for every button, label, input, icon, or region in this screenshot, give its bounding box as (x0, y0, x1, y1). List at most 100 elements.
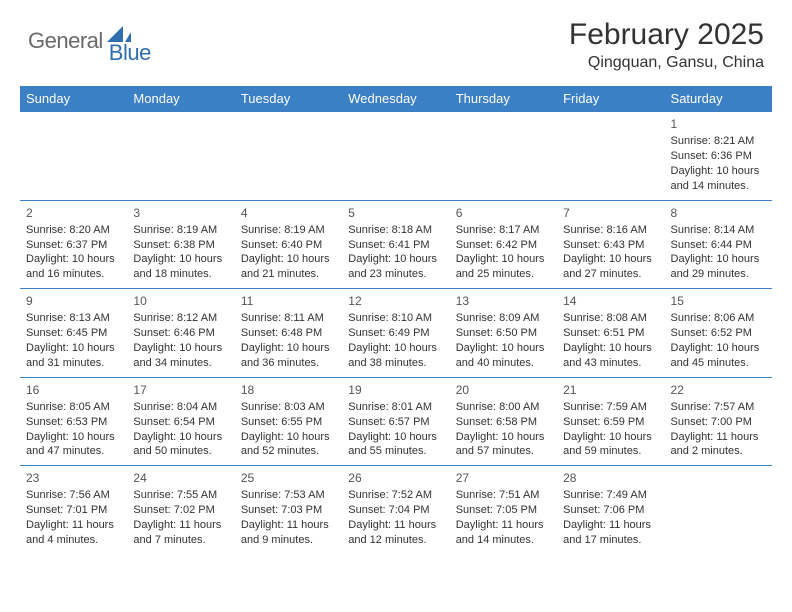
day-number: 16 (26, 382, 121, 398)
sunset-text: Sunset: 6:44 PM (671, 238, 766, 253)
sunrise-text: Sunrise: 7:56 AM (26, 488, 121, 503)
sunrise-text: Sunrise: 7:51 AM (456, 488, 551, 503)
sunrise-text: Sunrise: 7:59 AM (563, 400, 658, 415)
daylight-text: Daylight: 10 hours and 40 minutes. (456, 341, 551, 371)
calendar-day-empty (127, 112, 234, 201)
sunrise-text: Sunrise: 8:11 AM (241, 311, 336, 326)
day-header: Wednesday (342, 86, 449, 112)
sunset-text: Sunset: 6:41 PM (348, 238, 443, 253)
sunset-text: Sunset: 6:50 PM (456, 326, 551, 341)
daylight-text: Daylight: 10 hours and 23 minutes. (348, 252, 443, 282)
calendar-day: 12Sunrise: 8:10 AMSunset: 6:49 PMDayligh… (342, 289, 449, 378)
day-number: 6 (456, 205, 551, 221)
sunrise-text: Sunrise: 8:17 AM (456, 223, 551, 238)
sunrise-text: Sunrise: 8:14 AM (671, 223, 766, 238)
calendar-day: 20Sunrise: 8:00 AMSunset: 6:58 PMDayligh… (450, 377, 557, 466)
sunset-text: Sunset: 6:58 PM (456, 415, 551, 430)
day-number: 12 (348, 293, 443, 309)
calendar-day: 14Sunrise: 8:08 AMSunset: 6:51 PMDayligh… (557, 289, 664, 378)
sunrise-text: Sunrise: 8:16 AM (563, 223, 658, 238)
calendar-day-empty (342, 112, 449, 201)
sunset-text: Sunset: 6:59 PM (563, 415, 658, 430)
calendar-day: 21Sunrise: 7:59 AMSunset: 6:59 PMDayligh… (557, 377, 664, 466)
day-number: 21 (563, 382, 658, 398)
calendar-day: 23Sunrise: 7:56 AMSunset: 7:01 PMDayligh… (20, 466, 127, 554)
sunset-text: Sunset: 6:38 PM (133, 238, 228, 253)
day-number: 25 (241, 470, 336, 486)
sunrise-text: Sunrise: 8:04 AM (133, 400, 228, 415)
calendar-day-empty (20, 112, 127, 201)
calendar-day: 22Sunrise: 7:57 AMSunset: 7:00 PMDayligh… (665, 377, 772, 466)
calendar-day-empty (557, 112, 664, 201)
calendar-day: 25Sunrise: 7:53 AMSunset: 7:03 PMDayligh… (235, 466, 342, 554)
daylight-text: Daylight: 11 hours and 17 minutes. (563, 518, 658, 548)
daylight-text: Daylight: 10 hours and 29 minutes. (671, 252, 766, 282)
sunset-text: Sunset: 6:54 PM (133, 415, 228, 430)
calendar-day-empty (665, 466, 772, 554)
daylight-text: Daylight: 10 hours and 52 minutes. (241, 430, 336, 460)
daylight-text: Daylight: 10 hours and 25 minutes. (456, 252, 551, 282)
calendar-day: 7 Sunrise: 8:16 AMSunset: 6:43 PMDaylight… (557, 200, 664, 289)
sunrise-text: Sunrise: 8:06 AM (671, 311, 766, 326)
sunset-text: Sunset: 6:37 PM (26, 238, 121, 253)
sunrise-text: Sunrise: 8:10 AM (348, 311, 443, 326)
sunrise-text: Sunrise: 8:03 AM (241, 400, 336, 415)
daylight-text: Daylight: 11 hours and 14 minutes. (456, 518, 551, 548)
calendar-week: 23 Sunrise: 7:56 AMSunset: 7:01 PM Dayligh… (20, 466, 772, 554)
sunset-text: Sunset: 6:46 PM (133, 326, 228, 341)
sunrise-text: Sunrise: 8:20 AM (26, 223, 121, 238)
sunrise-text: Sunrise: 7:57 AM (671, 400, 766, 415)
sunset-text: Sunset: 6:43 PM (563, 238, 658, 253)
sunset-text: Sunset: 6:36 PM (671, 149, 766, 164)
calendar-day: 8Sunrise: 8:14 AMSunset: 6:44 PMDaylight… (665, 200, 772, 289)
calendar-day: 24Sunrise: 7:55 AMSunset: 7:02 PMDayligh… (127, 466, 234, 554)
sunrise-text: Sunrise: 8:21 AM (671, 134, 766, 149)
daylight-text: Daylight: 10 hours and 14 minutes. (671, 164, 766, 194)
day-number: 23 (26, 470, 121, 486)
daylight-text: Daylight: 11 hours and 2 minutes. (671, 430, 766, 460)
day-number: 13 (456, 293, 551, 309)
day-number: 17 (133, 382, 228, 398)
sunset-text: Sunset: 7:05 PM (456, 503, 551, 518)
sunrise-text: Sunrise: 8:12 AM (133, 311, 228, 326)
calendar-header-row: SundayMondayTuesdayWednesdayThursdayFrid… (20, 86, 772, 112)
day-header: Saturday (665, 86, 772, 112)
sunset-text: Sunset: 6:52 PM (671, 326, 766, 341)
day-header: Sunday (20, 86, 127, 112)
calendar-day: 17Sunrise: 8:04 AMSunset: 6:54 PMDayligh… (127, 377, 234, 466)
sunrise-text: Sunrise: 8:18 AM (348, 223, 443, 238)
location: Qingquan, Gansu, China (569, 54, 764, 72)
logo-text-general: General (28, 28, 103, 54)
day-number: 5 (348, 205, 443, 221)
daylight-text: Daylight: 10 hours and 43 minutes. (563, 341, 658, 371)
day-number: 15 (671, 293, 766, 309)
sunset-text: Sunset: 7:04 PM (348, 503, 443, 518)
calendar-day: 16Sunrise: 8:05 AMSunset: 6:53 PMDayligh… (20, 377, 127, 466)
calendar-day: 6Sunrise: 8:17 AMSunset: 6:42 PMDaylight… (450, 200, 557, 289)
sunset-text: Sunset: 7:06 PM (563, 503, 658, 518)
title-block: February 2025 Qingquan, Gansu, China (569, 18, 764, 72)
day-number: 7 (563, 205, 658, 221)
day-number: 4 (241, 205, 336, 221)
daylight-text: Daylight: 10 hours and 16 minutes. (26, 252, 121, 282)
day-number: 3 (133, 205, 228, 221)
sunrise-text: Sunrise: 7:49 AM (563, 488, 658, 503)
day-number: 9 (26, 293, 121, 309)
sunset-text: Sunset: 6:51 PM (563, 326, 658, 341)
sunset-text: Sunset: 7:03 PM (241, 503, 336, 518)
day-number: 2 (26, 205, 121, 221)
day-header: Monday (127, 86, 234, 112)
day-header: Thursday (450, 86, 557, 112)
sunrise-text: Sunrise: 8:19 AM (241, 223, 336, 238)
day-number: 19 (348, 382, 443, 398)
daylight-text: Daylight: 10 hours and 31 minutes. (26, 341, 121, 371)
sunrise-text: Sunrise: 8:08 AM (563, 311, 658, 326)
page-header: General Blue February 2025 Qingquan, Gan… (0, 0, 792, 80)
daylight-text: Daylight: 10 hours and 34 minutes. (133, 341, 228, 371)
daylight-text: Daylight: 10 hours and 27 minutes. (563, 252, 658, 282)
sunset-text: Sunset: 7:01 PM (26, 503, 121, 518)
calendar-day: 10Sunrise: 8:12 AMSunset: 6:46 PMDayligh… (127, 289, 234, 378)
daylight-text: Daylight: 11 hours and 12 minutes. (348, 518, 443, 548)
calendar-day: 2 Sunrise: 8:20 AMSunset: 6:37 PMDaylight… (20, 200, 127, 289)
logo-text-blue: Blue (109, 40, 151, 66)
